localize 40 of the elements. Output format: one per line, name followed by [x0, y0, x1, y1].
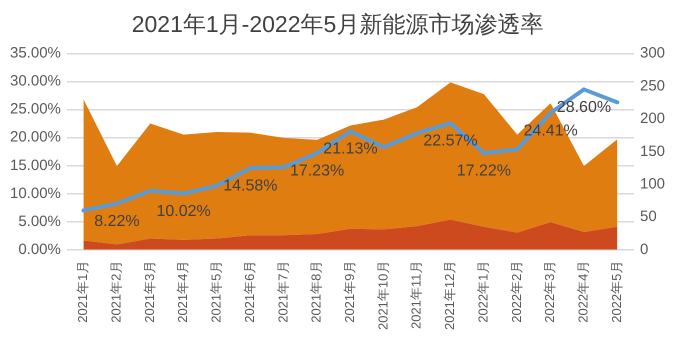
- data-label: 17.23%: [290, 162, 344, 180]
- x-tick-label: 2021年11月: [408, 260, 424, 330]
- data-label: 10.02%: [156, 202, 211, 220]
- y-tick-label: 25.00%: [10, 100, 61, 118]
- x-tick-label: 2021年8月: [308, 260, 324, 323]
- x-tick-label: 2021年1月: [75, 260, 90, 323]
- x-tick-label: 2021年10月: [375, 260, 390, 330]
- y-tick-label: 0.00%: [18, 240, 61, 258]
- y2-tick-label: 50: [640, 208, 657, 226]
- y-tick-label: 35.00%: [10, 44, 61, 62]
- y2-tick-label: 250: [640, 77, 666, 94]
- y2-tick-label: 100: [640, 175, 666, 192]
- x-tick-label: 2021年12月: [442, 260, 458, 330]
- y-tick-label: 5.00%: [18, 212, 61, 230]
- x-tick-label: 2022年4月: [576, 260, 591, 323]
- x-tick-label: 2021年2月: [108, 260, 124, 323]
- y2-tick-label: 0: [640, 240, 648, 258]
- data-label: 14.58%: [223, 177, 278, 194]
- x-tick-label: 2022年2月: [508, 260, 524, 323]
- y-tick-label: 10.00%: [10, 184, 61, 202]
- y-tick-label: 15.00%: [10, 156, 61, 174]
- data-label: 21.13%: [323, 140, 378, 158]
- x-tick-label: 2022年1月: [475, 260, 490, 323]
- y-tick-label: 20.00%: [10, 128, 61, 146]
- x-tick-label: 2021年6月: [242, 260, 257, 323]
- x-tick-label: 2021年3月: [142, 260, 157, 323]
- x-tick-label: 2021年4月: [175, 260, 190, 323]
- y2-tick-label: 150: [640, 142, 666, 160]
- y2-tick-label: 200: [640, 110, 666, 128]
- x-tick-label: 2021年5月: [208, 260, 224, 323]
- data-label: 17.22%: [456, 162, 511, 180]
- x-tick-label: 2022年5月: [608, 260, 624, 323]
- y-tick-label: 30.00%: [10, 72, 61, 90]
- y2-tick-label: 300: [640, 44, 666, 62]
- data-label: 28.60%: [556, 98, 612, 116]
- x-tick-label: 2021年7月: [275, 260, 290, 323]
- chart-title: 2021年1月-2022年5月新能源市场渗透率: [132, 11, 544, 38]
- x-tick-label: 2022年3月: [542, 260, 558, 323]
- data-label: 8.22%: [94, 212, 140, 230]
- x-tick-label: 2021年9月: [342, 260, 357, 323]
